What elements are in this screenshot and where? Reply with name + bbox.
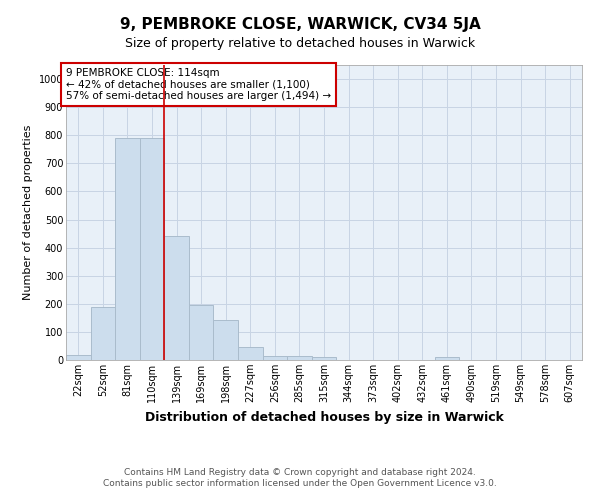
Y-axis label: Number of detached properties: Number of detached properties (23, 125, 33, 300)
Text: Contains HM Land Registry data © Crown copyright and database right 2024.
Contai: Contains HM Land Registry data © Crown c… (103, 468, 497, 487)
Bar (66, 355, 91, 360)
Bar (287, 356, 312, 360)
Text: 9, PEMBROKE CLOSE, WARWICK, CV34 5JA: 9, PEMBROKE CLOSE, WARWICK, CV34 5JA (119, 18, 481, 32)
Bar (115, 138, 140, 360)
Text: 9 PEMBROKE CLOSE: 114sqm
← 42% of detached houses are smaller (1,100)
57% of sem: 9 PEMBROKE CLOSE: 114sqm ← 42% of detach… (66, 68, 331, 101)
X-axis label: Distribution of detached houses by size in Warwick: Distribution of detached houses by size … (145, 410, 503, 424)
Text: Size of property relative to detached houses in Warwick: Size of property relative to detached ho… (125, 38, 475, 51)
Bar (164, 236, 189, 360)
Bar (263, 356, 287, 360)
Bar (434, 358, 459, 360)
Bar (312, 356, 336, 360)
Bar (238, 346, 263, 360)
Bar (140, 138, 164, 360)
Bar (214, 320, 238, 360)
Bar (189, 305, 214, 360)
Bar (91, 306, 115, 360)
